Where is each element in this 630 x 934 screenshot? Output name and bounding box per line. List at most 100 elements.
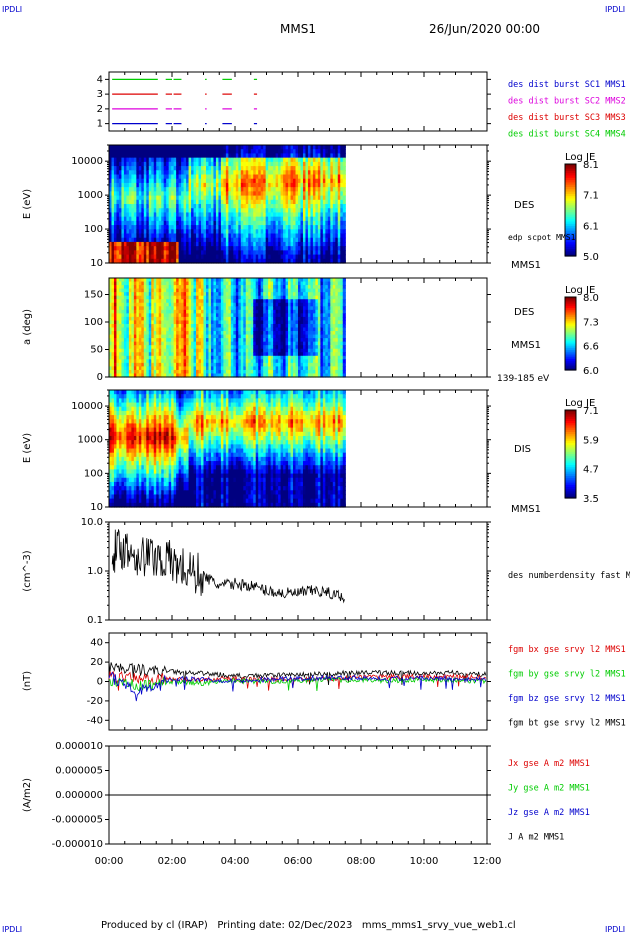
- des-energy-cell: [322, 225, 326, 230]
- des-energy-cell: [278, 199, 282, 205]
- des-pitch-cell: [156, 355, 160, 360]
- des-pitch-cell: [183, 309, 187, 314]
- des-energy-cell: [325, 145, 329, 150]
- des-energy-cell: [327, 170, 331, 176]
- des-energy-cell: [230, 170, 234, 176]
- des-energy-cell: [260, 250, 264, 256]
- des-pitch-cell: [240, 316, 244, 322]
- des-energy-cell: [153, 216, 157, 222]
- des-pitch-cell: [265, 327, 269, 332]
- des-energy-cell: [228, 145, 232, 150]
- des-pitch-cell: [178, 366, 182, 371]
- des-pitch-cell: [171, 320, 175, 325]
- des-energy-cell: [337, 153, 341, 159]
- des-energy-cell: [193, 174, 197, 180]
- des-energy-cell: [141, 212, 145, 218]
- des-energy-cell: [121, 237, 125, 243]
- des-pitch-cell: [243, 292, 247, 297]
- des-energy-cell: [283, 195, 287, 201]
- des-energy-cell: [136, 187, 140, 192]
- des-energy-cell: [230, 250, 234, 256]
- des-pitch-cell: [113, 285, 118, 290]
- des-pitch-cell: [278, 359, 282, 364]
- des-energy-cell: [158, 170, 162, 176]
- des-energy-cell: [141, 241, 145, 247]
- des-pitch-cell: [176, 281, 180, 286]
- des-energy-cell: [178, 199, 182, 205]
- des-energy-cell: [255, 254, 259, 260]
- des-energy-cell: [280, 225, 284, 230]
- des-pitch-cell: [168, 313, 172, 318]
- des-energy-cell: [235, 182, 239, 188]
- des-pitch-cell: [235, 292, 239, 297]
- des-pitch-cell: [118, 309, 123, 314]
- des-pitch-cell: [193, 299, 197, 304]
- des-pitch-cell: [136, 348, 140, 353]
- des-energy-cell: [153, 237, 157, 243]
- des-pitch-cell: [136, 281, 140, 286]
- des-pitch-cell: [109, 302, 113, 307]
- des-pitch-cell: [285, 352, 289, 357]
- des-pitch-cell: [238, 285, 242, 290]
- des-pitch-cell: [253, 341, 257, 346]
- colorbar-cell: [565, 166, 576, 170]
- des-energy-cell: [337, 187, 341, 192]
- des-pitch-cell: [178, 355, 182, 360]
- des-pitch-cell: [166, 352, 170, 357]
- des-pitch-cell: [245, 373, 249, 378]
- des-pitch-cell: [245, 334, 249, 339]
- des-energy-cell: [250, 258, 254, 264]
- des-energy-cell: [288, 241, 292, 247]
- des-energy-cell: [220, 153, 224, 159]
- des-energy-cell: [181, 208, 185, 214]
- des-energy-cell: [225, 191, 229, 197]
- des-energy-cell: [295, 174, 299, 180]
- des-pitch-cell: [285, 338, 289, 343]
- des-pitch-cell: [253, 355, 257, 360]
- des-pitch-cell: [193, 345, 197, 350]
- des-energy-cell: [315, 246, 319, 251]
- des-pitch-cell: [111, 316, 115, 322]
- des-energy-cell: [240, 145, 244, 150]
- des-energy-cell: [280, 246, 284, 251]
- des-pitch-cell: [173, 331, 177, 336]
- des-energy-cell: [128, 233, 132, 239]
- des-energy-cell: [196, 204, 200, 209]
- des-pitch-cell: [228, 306, 232, 311]
- des-energy-cell: [342, 187, 346, 192]
- des-energy-cell: [136, 212, 140, 218]
- des-pitch-cell: [193, 359, 197, 364]
- y-tick-label: 3: [97, 89, 103, 100]
- des-pitch-cell: [116, 288, 120, 293]
- des-pitch-cell: [263, 295, 267, 300]
- des-energy-cell: [340, 204, 344, 209]
- des-energy-cell: [123, 237, 128, 243]
- des-pitch-cell: [238, 302, 242, 307]
- des-pitch-cell: [151, 285, 155, 290]
- des-pitch-cell: [235, 313, 239, 318]
- des-energy-cell: [230, 258, 234, 264]
- des-energy-cell: [337, 225, 341, 230]
- des-energy-cell: [238, 241, 242, 247]
- des-pitch-cell: [143, 345, 147, 350]
- des-pitch-cell: [268, 278, 272, 283]
- des-pitch-cell: [265, 352, 269, 357]
- des-energy-cell: [228, 208, 232, 214]
- des-pitch-cell: [215, 362, 220, 367]
- des-energy-cell: [123, 187, 128, 192]
- des-energy-cell: [280, 237, 284, 243]
- des-pitch-cell: [138, 316, 142, 322]
- des-pitch-cell: [136, 302, 140, 307]
- des-pitch-cell: [121, 285, 125, 290]
- des-energy-cell: [131, 191, 135, 197]
- des-energy-cell: [141, 149, 145, 155]
- des-pitch-cell: [128, 338, 132, 343]
- des-energy-cell: [270, 250, 274, 256]
- des-pitch-cell: [109, 306, 113, 311]
- des-energy-cell: [176, 225, 180, 230]
- des-pitch-cell: [146, 359, 150, 364]
- des-energy-cell: [220, 199, 224, 205]
- des-pitch-cell: [138, 341, 142, 346]
- des-energy-cell: [293, 174, 297, 180]
- des-pitch-cell: [158, 278, 162, 283]
